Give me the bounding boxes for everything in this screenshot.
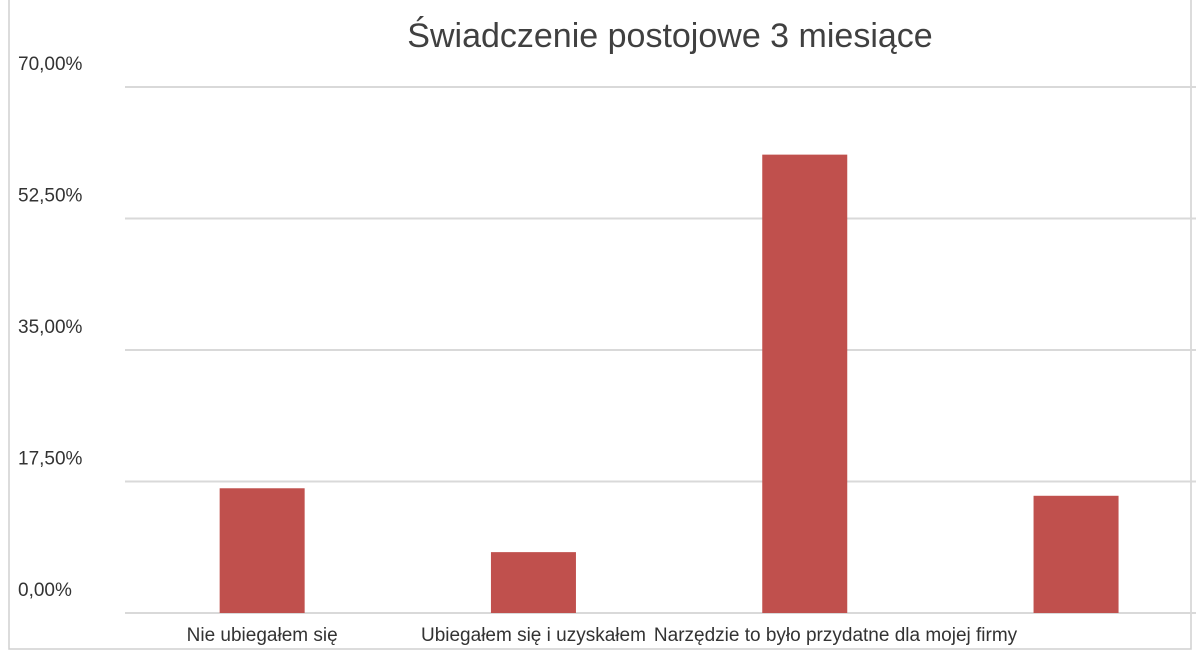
bar <box>490 552 576 613</box>
bar <box>762 154 848 613</box>
y-tick-label: 70,00% <box>18 54 83 75</box>
bar <box>1033 495 1119 613</box>
chart-frame <box>8 0 1192 650</box>
y-tick-label: 17,50% <box>18 449 83 470</box>
x-tick-label: Nie ubiegałem się <box>187 625 338 646</box>
y-tick-label: 52,50% <box>18 186 83 207</box>
y-tick-label: 0,00% <box>18 580 72 601</box>
x-tick-label: Narzędzie to było przydatne dla mojej fi… <box>654 625 1018 646</box>
bar <box>219 488 305 613</box>
y-tick-label: 35,00% <box>18 317 83 338</box>
x-tick-label: Ubiegałem się i uzyskałem <box>421 625 646 646</box>
chart-title: Świadczenie postojowe 3 miesiące <box>407 16 932 55</box>
